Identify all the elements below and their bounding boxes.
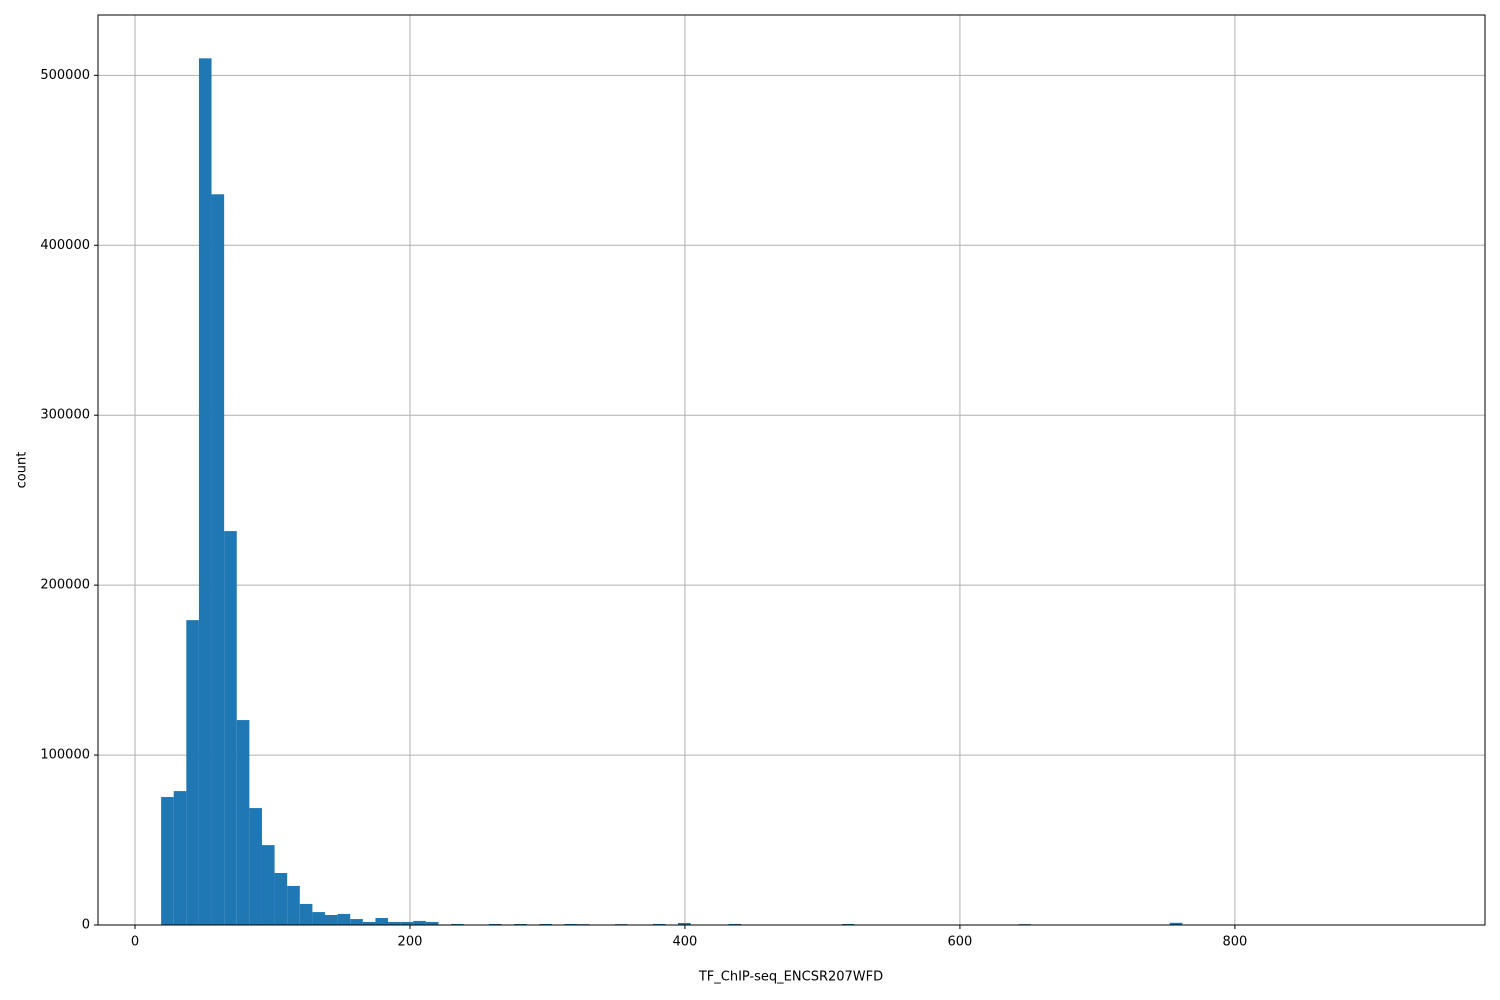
x-tick-label: 200 [398, 935, 423, 950]
bar [425, 921, 439, 925]
y-axis-label: count [15, 452, 30, 489]
bar [400, 921, 414, 925]
bar [350, 919, 363, 925]
bar [337, 913, 351, 925]
bar [652, 923, 666, 925]
bar [488, 923, 502, 925]
bar [211, 194, 225, 925]
y-tick-label: 400000 [40, 238, 90, 253]
bar [388, 921, 401, 925]
bar [564, 923, 578, 925]
bar [249, 808, 262, 925]
y-tick-label: 0 [82, 918, 90, 933]
bar [198, 58, 212, 926]
bar [678, 922, 691, 925]
plot-frame [97, 14, 1486, 926]
bar [312, 912, 326, 925]
y-tick-label: 300000 [40, 408, 90, 423]
bar [413, 920, 426, 925]
x-axis-label: TF_ChIP-seq_ENCSR207WFD [698, 970, 883, 985]
bar [728, 923, 742, 925]
bar [236, 720, 250, 925]
bar [362, 921, 376, 925]
x-tick-label: 400 [673, 935, 698, 950]
bar [375, 918, 389, 925]
x-tick-label: 800 [1222, 935, 1247, 950]
bar [514, 923, 527, 925]
bar [224, 531, 237, 925]
y-tick-label: 500000 [40, 68, 90, 83]
bar [186, 620, 199, 925]
y-tick-label: 100000 [40, 748, 90, 763]
x-tick-label: 600 [948, 935, 973, 950]
bar [287, 885, 300, 925]
bar [173, 791, 187, 925]
x-tick-label: 0 [131, 935, 139, 950]
bar [274, 873, 288, 925]
bar [261, 845, 275, 925]
bar [299, 903, 313, 925]
bar [539, 923, 552, 925]
y-tick-label: 200000 [40, 578, 90, 593]
bar [1169, 922, 1183, 925]
bar [325, 914, 338, 925]
bar [451, 923, 464, 925]
bar [161, 797, 174, 925]
bar [841, 923, 855, 925]
